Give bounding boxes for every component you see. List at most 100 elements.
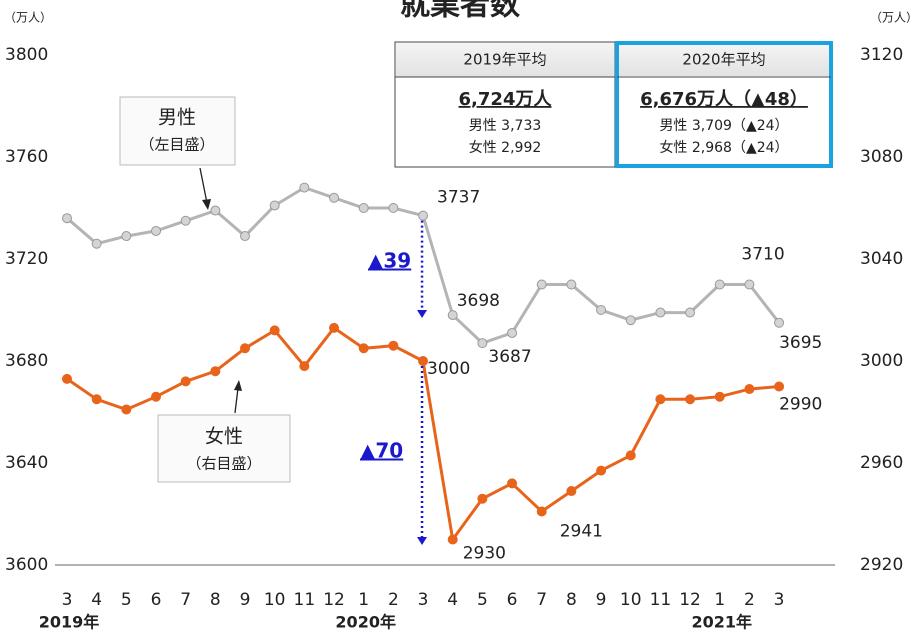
x-tick-label: 6 [151,590,162,610]
callout-name: 女性 [205,426,243,448]
y2-tick-label: 3080 [860,147,903,167]
callout-name: 男性 [158,107,196,129]
point [388,340,399,351]
callout-box [157,414,291,483]
point [655,307,666,318]
point [536,506,547,517]
point [744,279,755,290]
summary-table: 2019年平均 2020年平均 6,724万人 6,676万人（▲48） 男性 … [394,41,833,168]
y-tick-label: 3680 [5,351,48,371]
x-tick-label: 4 [447,590,458,610]
point [774,317,785,328]
callout-arrow [234,387,239,414]
x-tick-label: 7 [180,590,191,610]
point [62,373,72,384]
y-tick-label: 3600 [5,555,48,575]
data-label: 2930 [463,544,506,564]
y-tick-label: 3640 [5,453,48,473]
arrow-head [417,537,428,545]
y-tick-label: 3760 [5,147,48,167]
point [299,361,310,372]
y-tick-label: 3720 [5,249,48,269]
y2-unit: （万人） [870,11,918,25]
x-tick-label: 1 [358,590,369,610]
y2-tick-label: 3000 [860,351,903,371]
arrow-head [234,380,242,391]
point [269,325,280,336]
point [240,231,251,242]
x-tick-label: 9 [240,590,251,610]
data-label: 2990 [779,395,822,415]
point [269,200,280,211]
x-tick-label: 3 [62,590,73,610]
point [329,192,340,203]
point [91,238,102,249]
table-female: 女性 2,992 [469,139,542,156]
point [774,381,785,392]
x-tick-label: 2 [388,590,399,610]
point [507,327,518,338]
point [536,279,547,290]
point [91,394,102,405]
y2-tick-label: 3120 [860,45,903,65]
y-tick-label: 3800 [5,45,48,65]
point [418,210,429,221]
x-tick-label: 6 [507,590,518,610]
point [566,279,577,290]
callout-note: （左目盛） [139,136,214,154]
x-tick-label: 10 [264,590,286,610]
point [358,203,369,213]
x-tick-label: 3 [418,590,429,610]
point [625,315,636,326]
point [596,465,607,476]
point [655,394,666,405]
callout-note: （右目盛） [186,455,261,473]
point [151,225,162,236]
drop-label: ▲39 [368,249,411,273]
point [625,450,636,461]
data-label: 3000 [427,359,470,379]
x-tick-label: 12 [323,590,345,610]
x-tick-label: 11 [294,590,316,610]
data-label: 3710 [741,245,784,265]
point [418,356,429,366]
drop-label: ▲70 [360,439,403,463]
x-tick-label: 8 [566,590,577,610]
x-tick-label: 9 [596,590,607,610]
point [507,478,518,489]
arrow-head [417,310,428,318]
point [714,391,725,402]
y2-tick-label: 2960 [860,453,903,473]
point [210,366,221,377]
point [685,307,696,318]
chart-title: 就業者数 [400,0,521,23]
point [329,322,340,333]
y2-tick-label: 2920 [860,555,903,575]
table-header-bg [396,43,614,77]
point [685,394,696,405]
data-label: 3698 [457,291,500,311]
x-tick-label: 12 [679,590,701,610]
point [240,343,251,354]
point [121,231,132,242]
point [566,486,577,497]
point [358,343,369,354]
x-tick-label: 10 [620,590,642,610]
point [447,310,458,321]
point [299,182,310,193]
table-male: 男性 3,733 [469,118,542,134]
x-tick-label: 2 [744,590,755,610]
y-unit: （万人） [4,11,52,25]
point [388,203,399,213]
year-label: 2021年 [691,613,752,632]
x-tick-label: 1 [714,590,725,610]
x-tick-label: 7 [536,590,547,610]
point [210,205,221,216]
point [714,279,725,290]
data-label: 2941 [560,521,603,541]
table-header-bg [619,45,829,76]
x-tick-label: 4 [91,590,102,610]
x-tick-label: 11 [650,590,672,610]
point [477,338,488,349]
x-tick-label: 3 [774,590,785,610]
